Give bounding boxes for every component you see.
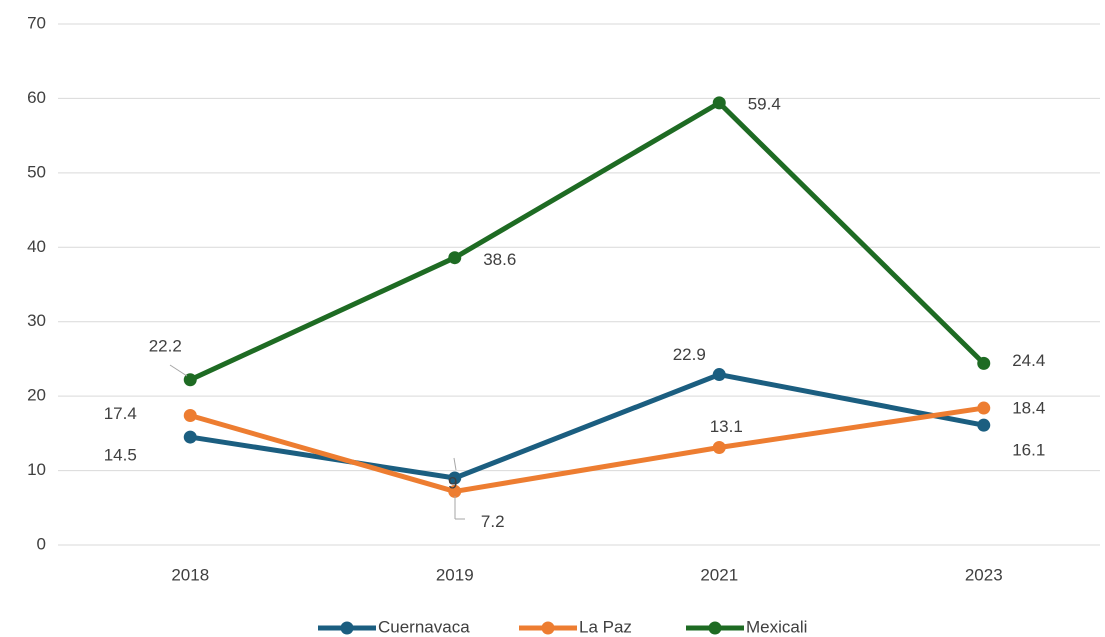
data-point (977, 356, 991, 370)
data-label: 22.2 (149, 336, 182, 355)
data-label: 7.2 (481, 512, 505, 531)
legend-marker (541, 621, 555, 635)
data-point (712, 440, 726, 454)
data-label: 24.4 (1012, 351, 1045, 370)
y-tick-label: 10 (27, 460, 46, 479)
data-label: 18.4 (1012, 399, 1045, 418)
data-point (448, 471, 462, 485)
data-point (448, 251, 462, 265)
x-tick-label: 2021 (700, 565, 738, 584)
y-tick-label: 0 (37, 534, 46, 553)
x-tick-label: 2019 (436, 565, 474, 584)
legend-marker (340, 621, 354, 635)
data-label: 17.4 (104, 404, 137, 423)
leader-line (169, 364, 188, 377)
data-point (183, 408, 197, 422)
data-point (712, 96, 726, 110)
series-line (189, 405, 985, 494)
legend-marker (708, 621, 722, 635)
x-tick-label: 2023 (965, 565, 1003, 584)
data-point (977, 401, 991, 415)
series-line (189, 372, 985, 481)
data-point (448, 484, 462, 498)
data-label: 14.5 (104, 446, 137, 465)
legend-label: Cuernavaca (378, 617, 470, 636)
data-label: 16.1 (1012, 441, 1045, 460)
data-point (712, 368, 726, 382)
data-label: 22.9 (673, 345, 706, 364)
data-point (183, 430, 197, 444)
legend-label: La Paz (579, 617, 632, 636)
data-label: 9 (448, 473, 457, 492)
y-tick-label: 60 (27, 88, 46, 107)
y-tick-label: 20 (27, 386, 46, 405)
y-tick-label: 40 (27, 237, 46, 256)
x-tick-label: 2018 (171, 565, 209, 584)
y-tick-label: 30 (27, 311, 46, 330)
data-label: 13.1 (710, 417, 743, 436)
data-point (977, 418, 991, 432)
data-point (183, 373, 197, 387)
leader-line (453, 457, 457, 471)
y-tick-label: 70 (27, 13, 46, 32)
legend-label: Mexicali (746, 617, 807, 636)
data-label: 38.6 (483, 250, 516, 269)
series-line (189, 100, 986, 383)
data-label: 59.4 (748, 94, 781, 113)
y-tick-label: 50 (27, 162, 46, 181)
